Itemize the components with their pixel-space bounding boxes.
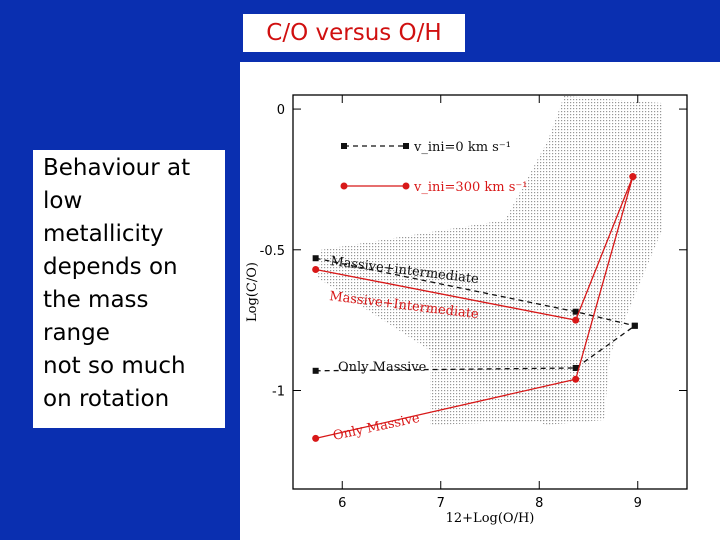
x-axis-label: 12+Log(O/H) [446,511,535,526]
data-point [572,308,579,315]
annotation-only-massive-rot: Only Massive [332,411,422,444]
data-point [631,322,638,329]
y-axis-label: Log(C/O) [245,262,260,322]
note-line: depends on [43,254,178,280]
legend-marker-rotating [340,182,348,190]
data-point [312,367,319,374]
y-tick-label: 0 [277,103,285,118]
annotation-only-massive-nonrot: Only Massive [338,360,427,375]
data-point [312,255,319,262]
legend-label-rotating: v_ini=300 km s⁻¹ [413,180,527,195]
data-point [312,265,320,273]
legend-marker-rotating [402,182,410,190]
plot-frame [292,94,688,490]
data-point [572,364,579,371]
legend-marker-nonrotating [403,143,409,149]
data-point [629,173,637,181]
observation-shade [318,96,662,425]
note-line: metallicity [43,221,164,247]
y-tick-label: -0.5 [260,244,285,259]
series-group [312,173,638,442]
x-tick-label: 9 [634,496,642,511]
y-tick-label: -1 [272,385,285,400]
data-point [572,316,580,324]
data-point [572,375,580,383]
legend: v_ini=0 km s⁻¹ v_ini=300 km s⁻¹ [340,140,527,195]
note-line: not so much [43,353,186,379]
data-point [312,434,320,442]
note-line: low [43,188,83,214]
x-tick-label: 6 [338,496,346,511]
legend-label-nonrotating: v_ini=0 km s⁻¹ [413,140,511,155]
note-line: on rotation [43,386,170,412]
slide-title-box: C/O versus O/H [243,14,465,52]
slide-title: C/O versus O/H [266,20,442,46]
note-line: the mass [43,287,149,313]
note-line: Behaviour at [43,155,191,181]
note-line: range [43,320,110,346]
legend-marker-nonrotating [341,143,347,149]
note-box: Behaviour at low metallicity depends on … [33,150,225,428]
x-tick-label: 7 [437,496,445,511]
series-line-2 [315,325,636,372]
x-tick-label: 8 [535,496,543,511]
axis-ticks: 6 7 8 9 0 -0.5 -1 [260,95,687,511]
